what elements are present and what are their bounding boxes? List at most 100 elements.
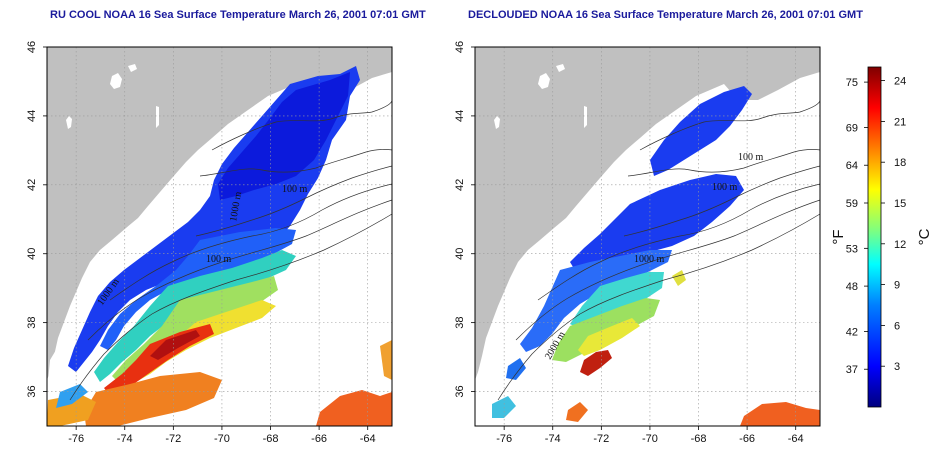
contour-label: 1000 m xyxy=(634,254,665,265)
left-map-title: RU COOL NOAA 16 Sea Surface Temperature … xyxy=(50,9,426,21)
sst-shelf-blue xyxy=(100,228,296,350)
sst-cool-patch xyxy=(506,358,526,380)
lon-tick-label: -70 xyxy=(642,433,658,445)
sst-warm-region xyxy=(84,372,222,426)
lat-tick-label: 44 xyxy=(454,110,466,122)
sst-cyan-patch xyxy=(570,272,664,330)
celsius-tick-label: 9 xyxy=(894,280,900,292)
fahrenheit-tick-label: 53 xyxy=(846,243,858,255)
bathymetry-contour xyxy=(515,199,821,341)
right-sst-map: 100 m 100 m 1000 m 2000 m xyxy=(474,46,821,427)
lon-tick-label: -68 xyxy=(691,433,707,445)
lake xyxy=(66,116,72,129)
contour-label: 100 m xyxy=(712,182,738,193)
bathymetry-contour xyxy=(195,165,393,237)
bathymetry-contour xyxy=(199,149,393,177)
lon-tick-label: -74 xyxy=(545,433,561,445)
lat-tick-label: 40 xyxy=(454,248,466,260)
bathymetry-contour xyxy=(497,213,821,401)
lat-tick-label: 42 xyxy=(26,179,38,191)
bathymetry-contour xyxy=(639,99,821,151)
celsius-tick-label: 12 xyxy=(894,239,906,251)
coastal-water xyxy=(574,196,636,224)
sst-cold-region xyxy=(650,86,752,176)
contour-label: 100 m xyxy=(206,254,232,265)
lon-tick-label: -66 xyxy=(311,433,327,445)
fahrenheit-tick-label: 59 xyxy=(846,198,858,210)
bathymetry-contour xyxy=(211,99,393,151)
bathymetry-contour xyxy=(623,165,821,237)
bathymetry-contour xyxy=(109,183,393,301)
lon-tick-label: -74 xyxy=(117,433,133,445)
lake xyxy=(538,73,550,89)
sst-warm-patch xyxy=(740,402,820,426)
coastal-water xyxy=(492,288,524,340)
sst-deep-blue-region xyxy=(218,72,350,200)
celsius-tick-label: 3 xyxy=(894,361,900,373)
lat-tick-label: 36 xyxy=(454,385,466,397)
contour-label: 100 m xyxy=(282,184,308,195)
sst-cold-region xyxy=(570,174,744,272)
lake xyxy=(584,106,587,128)
lat-tick-label: 38 xyxy=(454,317,466,329)
lat-tick-label: 46 xyxy=(454,41,466,53)
lat-tick-label: 42 xyxy=(454,179,466,191)
celsius-tick-label: 15 xyxy=(894,198,906,210)
celsius-tick-label: 18 xyxy=(894,157,906,169)
lon-tick-label: -76 xyxy=(68,433,84,445)
lat-tick-label: 44 xyxy=(26,110,38,122)
lat-tick-label: 46 xyxy=(26,41,38,53)
left-sst-map: 100 m 1000 m 100 m 1000 m xyxy=(46,46,393,427)
coastal-water xyxy=(47,340,70,392)
celsius-tick-label: 24 xyxy=(894,76,906,88)
lake xyxy=(556,64,565,72)
map-axes: -76 -74 -72 -70 -68 -66 -64 46 44 42 40 38 36 -76 -74 -… xyxy=(26,41,804,445)
sst-warm-patch xyxy=(316,390,392,426)
lon-tick-label: -64 xyxy=(360,433,376,445)
fahrenheit-tick-label: 75 xyxy=(846,77,858,89)
lon-tick-label: -70 xyxy=(214,433,230,445)
lake xyxy=(110,73,122,89)
coastal-water xyxy=(64,288,96,340)
land-mass xyxy=(47,47,392,380)
lat-tick-label: 38 xyxy=(26,317,38,329)
lat-tick-label: 40 xyxy=(26,248,38,260)
celsius-tick-label: 6 xyxy=(894,320,900,332)
land-mass xyxy=(475,47,820,380)
sst-hot-region xyxy=(150,330,200,360)
sst-yellow-patch xyxy=(672,270,686,286)
bathymetry-contour xyxy=(69,213,393,401)
colorbar-gradient xyxy=(867,66,882,408)
map-frame xyxy=(46,46,393,427)
bathymetry-contour xyxy=(537,183,821,301)
sst-warm-patch xyxy=(380,340,392,380)
temperature-colorbar: 24 21 18 15 12 9 6 3 75 69 64 59 53 48 42 37 °F °C xyxy=(830,66,933,408)
lon-tick-label: -68 xyxy=(263,433,279,445)
fahrenheit-tick-label: 64 xyxy=(846,160,858,172)
colorbar-ticks: 24 21 18 15 12 9 6 3 75 69 64 59 53 48 42 37 xyxy=(846,76,907,377)
coastal-water xyxy=(146,196,208,224)
lon-tick-label: -76 xyxy=(496,433,512,445)
lon-tick-label: -64 xyxy=(788,433,804,445)
bathymetry-contour xyxy=(87,199,393,341)
sst-cool-patch xyxy=(56,384,88,408)
lake xyxy=(156,106,159,128)
sst-warm-region xyxy=(130,300,276,382)
bathymetry-contour xyxy=(627,149,821,177)
lon-tick-label: -72 xyxy=(593,433,609,445)
lake xyxy=(494,116,500,129)
fahrenheit-tick-label: 42 xyxy=(846,326,858,338)
sst-shelf-blue xyxy=(520,250,672,352)
lon-tick-label: -72 xyxy=(165,433,181,445)
right-map-title: DECLOUDED NOAA 16 Sea Surface Temperatur… xyxy=(468,9,863,21)
fahrenheit-tick-label: 69 xyxy=(846,122,858,134)
fahrenheit-unit-label: °F xyxy=(830,229,847,244)
fahrenheit-tick-label: 48 xyxy=(846,281,858,293)
lat-tick-label: 36 xyxy=(26,385,38,397)
lake xyxy=(128,64,137,72)
sst-hot-region xyxy=(580,350,612,376)
lon-tick-label: -66 xyxy=(739,433,755,445)
fahrenheit-tick-label: 37 xyxy=(846,364,858,376)
contour-label: 100 m xyxy=(738,152,764,163)
